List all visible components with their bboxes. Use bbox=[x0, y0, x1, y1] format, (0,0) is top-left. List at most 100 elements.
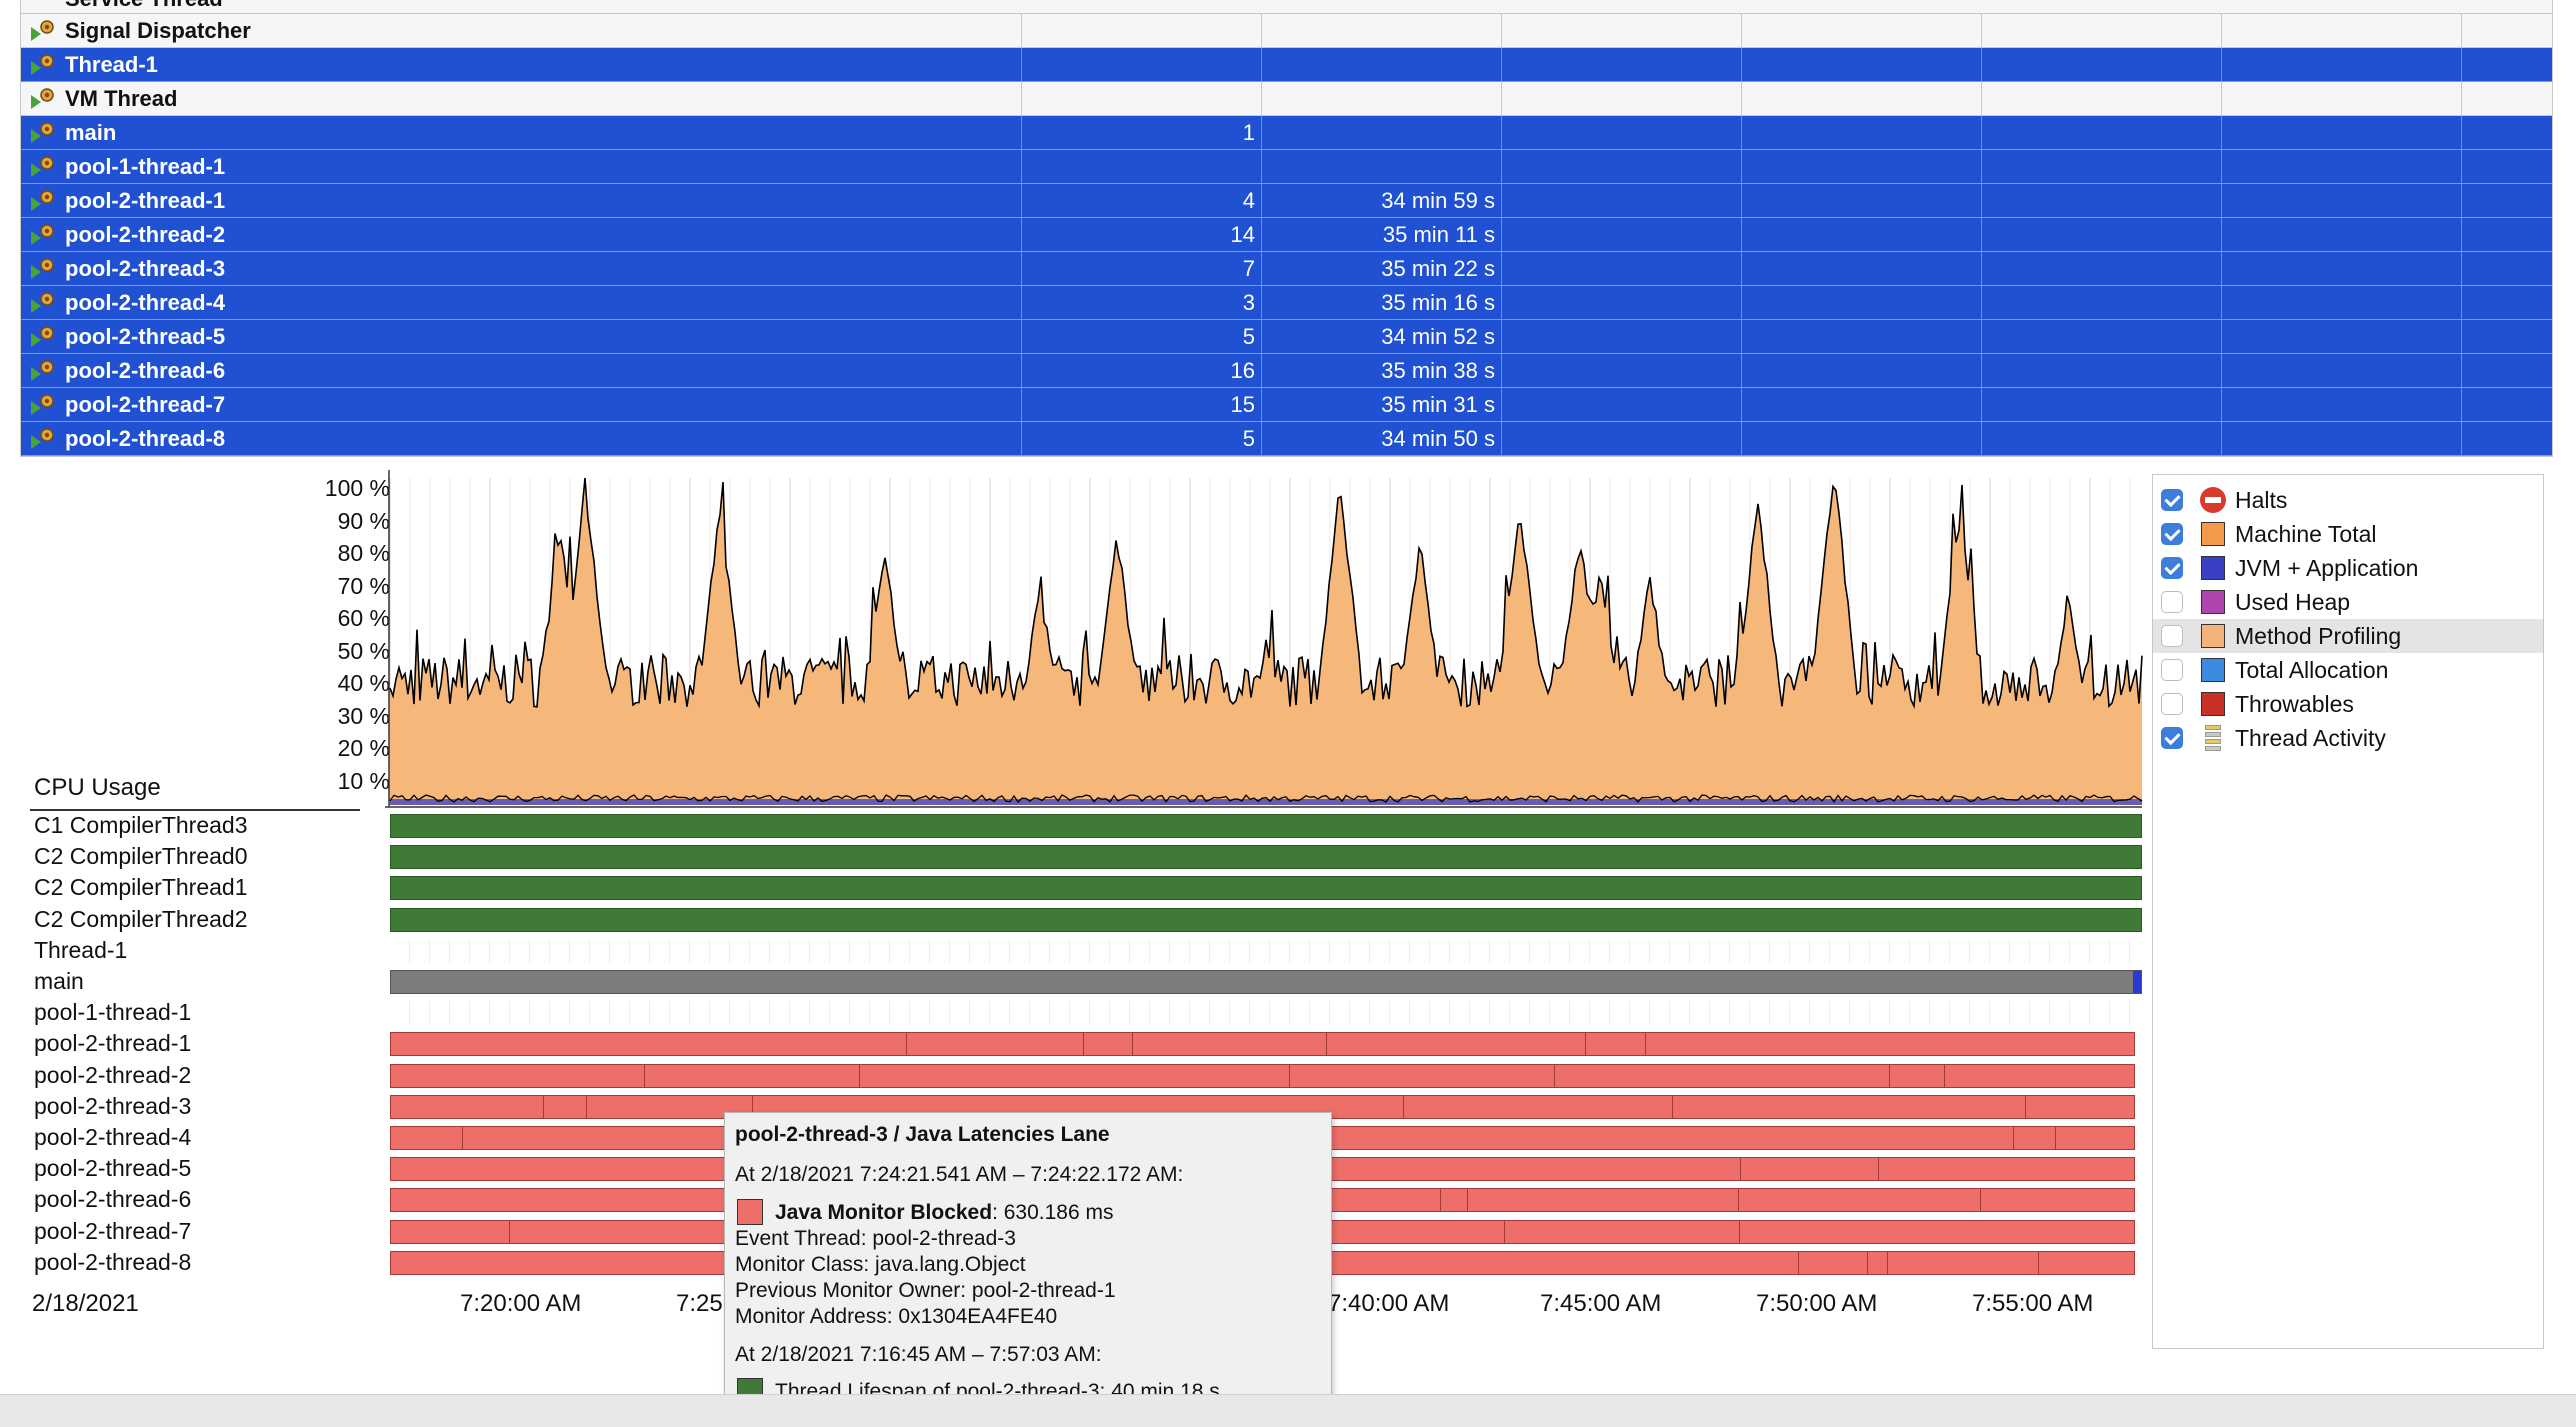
thread-lane-bar[interactable] bbox=[390, 907, 2142, 932]
tooltip-prev-owner: Previous Monitor Owner: pool-2-thread-1 bbox=[735, 1279, 1116, 1302]
latency-event-marker[interactable] bbox=[1740, 1158, 1741, 1181]
table-row-name: pool-2-thread-2 bbox=[65, 222, 226, 247]
latency-event-marker[interactable] bbox=[462, 1127, 463, 1149]
table-row[interactable]: pool-2-thread-2 14 35 min 11 s bbox=[21, 218, 2552, 252]
latency-event-marker[interactable] bbox=[1467, 1189, 1468, 1212]
legend-item[interactable]: Thread Activity bbox=[2153, 721, 2543, 755]
thread-lane-bar[interactable] bbox=[390, 1001, 2142, 1026]
latency-event-marker[interactable] bbox=[1980, 1189, 1981, 1212]
latency-event-marker[interactable] bbox=[1738, 1189, 1739, 1212]
latency-event-marker[interactable] bbox=[1889, 1064, 1890, 1087]
latency-event-marker[interactable] bbox=[906, 1033, 907, 1056]
latency-event-marker[interactable] bbox=[1289, 1064, 1290, 1087]
thread-lane-bar[interactable] bbox=[390, 938, 2142, 963]
latency-event-marker[interactable] bbox=[1504, 1220, 1505, 1243]
legend-swatch-icon bbox=[2201, 692, 2225, 716]
table-row[interactable]: main 1 bbox=[21, 116, 2552, 150]
table-row[interactable]: pool-1-thread-1 bbox=[21, 150, 2552, 184]
table-row[interactable]: pool-2-thread-3 7 35 min 22 s bbox=[21, 252, 2552, 286]
latency-event-marker[interactable] bbox=[1887, 1251, 1888, 1274]
legend-item[interactable]: JVM + Application bbox=[2153, 551, 2543, 585]
latency-event-marker[interactable] bbox=[1944, 1064, 1945, 1087]
legend-checkbox[interactable] bbox=[2161, 557, 2183, 579]
lane-label: pool-2-thread-6 bbox=[34, 1186, 192, 1213]
latency-event-marker[interactable] bbox=[2025, 1095, 2026, 1118]
table-row[interactable]: pool-2-thread-5 5 34 min 52 s bbox=[21, 320, 2552, 354]
latency-event-marker[interactable] bbox=[509, 1220, 510, 1243]
status-bar bbox=[0, 1394, 2576, 1427]
legend-item[interactable]: Total Allocation bbox=[2153, 653, 2543, 687]
legend-checkbox[interactable] bbox=[2161, 489, 2183, 511]
table-cell bbox=[1741, 184, 1981, 217]
table-cell bbox=[1021, 48, 1261, 81]
table-cell bbox=[2461, 116, 2554, 149]
latency-event-marker[interactable] bbox=[1403, 1095, 1404, 1118]
table-cell bbox=[2461, 82, 2554, 115]
latency-event-marker[interactable] bbox=[1867, 1251, 1868, 1274]
legend-checkbox[interactable] bbox=[2161, 591, 2183, 613]
latency-event-marker[interactable] bbox=[859, 1064, 860, 1087]
table-row[interactable]: pool-2-thread-4 3 35 min 16 s bbox=[21, 286, 2552, 320]
latency-event-marker[interactable] bbox=[644, 1064, 645, 1087]
thread-icon bbox=[31, 122, 54, 143]
table-cell bbox=[1981, 320, 2221, 353]
lane-label: C2 CompilerThread1 bbox=[34, 874, 248, 901]
latency-event-marker[interactable] bbox=[1739, 1220, 1740, 1243]
lane-label: pool-2-thread-1 bbox=[34, 1030, 192, 1057]
legend-item[interactable]: Throwables bbox=[2153, 687, 2543, 721]
legend-checkbox[interactable] bbox=[2161, 693, 2183, 715]
latency-event-marker[interactable] bbox=[2055, 1127, 2056, 1149]
legend-item[interactable]: Used Heap bbox=[2153, 585, 2543, 619]
latency-event-marker[interactable] bbox=[1554, 1064, 1555, 1087]
latency-event-marker[interactable] bbox=[1083, 1033, 1084, 1056]
date-label: 2/18/2021 bbox=[32, 1290, 139, 1317]
cpu-usage-label: CPU Usage bbox=[34, 774, 161, 801]
lane-label: Thread-1 bbox=[34, 936, 128, 963]
latency-event-marker[interactable] bbox=[2038, 1251, 2039, 1274]
latency-event-marker[interactable] bbox=[2013, 1127, 2014, 1149]
thread-lane-bar[interactable] bbox=[390, 1032, 2135, 1057]
table-row-clipped[interactable]: Service Thread bbox=[21, 0, 2552, 14]
table-row[interactable]: pool-2-thread-7 15 35 min 31 s bbox=[21, 388, 2552, 422]
thread-lane-bar[interactable] bbox=[390, 845, 2142, 870]
thread-lane-bar[interactable] bbox=[390, 1063, 2135, 1088]
legend-checkbox[interactable] bbox=[2161, 625, 2183, 647]
latency-event-marker[interactable] bbox=[1798, 1251, 1799, 1274]
latency-event-marker[interactable] bbox=[1326, 1033, 1327, 1056]
legend-checkbox[interactable] bbox=[2161, 523, 2183, 545]
table-row[interactable]: pool-2-thread-6 16 35 min 38 s bbox=[21, 354, 2552, 388]
tooltip-monitor-class: Monitor Class: java.lang.Object bbox=[735, 1253, 1026, 1276]
thread-lane-bar[interactable] bbox=[390, 970, 2142, 994]
latency-event-marker[interactable] bbox=[1672, 1095, 1673, 1118]
legend-item[interactable]: Machine Total bbox=[2153, 517, 2543, 551]
thread-lane-bar[interactable] bbox=[390, 814, 2142, 838]
legend-swatch-icon bbox=[2201, 556, 2225, 580]
lane-label: pool-2-thread-2 bbox=[34, 1061, 192, 1088]
jvm-application-line bbox=[389, 794, 2143, 804]
table-row-name: pool-2-thread-3 bbox=[65, 256, 226, 281]
latency-event-marker[interactable] bbox=[1585, 1033, 1586, 1056]
thread-lane-bar[interactable] bbox=[390, 876, 2142, 901]
x-tick-label: 7:45:00 AM bbox=[1540, 1290, 1662, 1317]
table-cell bbox=[2461, 218, 2554, 251]
latency-event-marker[interactable] bbox=[752, 1095, 753, 1118]
table-row[interactable]: VM Thread bbox=[21, 82, 2552, 116]
cpu-usage-chart bbox=[385, 470, 2143, 808]
legend-checkbox[interactable] bbox=[2161, 727, 2183, 749]
table-cell: 35 min 38 s bbox=[1261, 354, 1501, 387]
table-row[interactable]: pool-2-thread-1 4 34 min 59 s bbox=[21, 184, 2552, 218]
latency-event-marker[interactable] bbox=[586, 1095, 587, 1118]
table-row[interactable]: pool-2-thread-8 5 34 min 50 s bbox=[21, 422, 2552, 456]
table-row[interactable]: Signal Dispatcher bbox=[21, 14, 2552, 48]
latency-event-marker[interactable] bbox=[1645, 1033, 1646, 1056]
latency-event-marker[interactable] bbox=[1878, 1158, 1879, 1181]
table-cell bbox=[1981, 286, 2221, 319]
legend-checkbox[interactable] bbox=[2161, 659, 2183, 681]
legend-item[interactable]: Halts bbox=[2153, 483, 2543, 517]
latency-event-marker[interactable] bbox=[1440, 1189, 1441, 1212]
latency-event-marker[interactable] bbox=[1132, 1033, 1133, 1056]
table-row[interactable]: Thread-1 bbox=[21, 48, 2552, 82]
latency-event-marker[interactable] bbox=[543, 1095, 544, 1118]
blocked-swatch-icon bbox=[737, 1199, 763, 1225]
legend-item[interactable]: Method Profiling bbox=[2153, 619, 2543, 653]
